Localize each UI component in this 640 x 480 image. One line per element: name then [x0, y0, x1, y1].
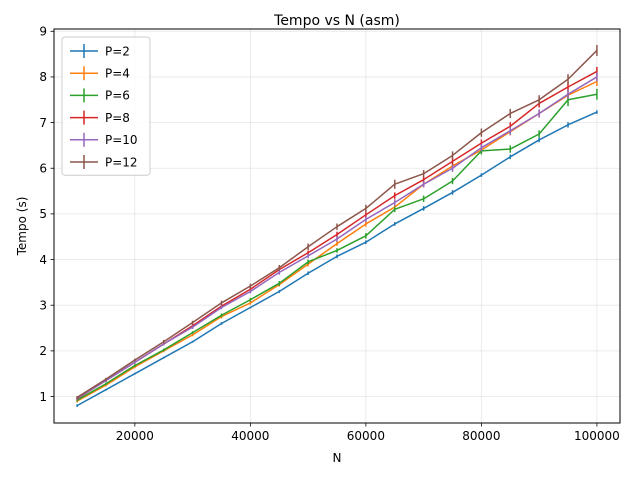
- legend-label-5: P=12: [105, 155, 138, 169]
- legend-label-2: P=6: [105, 89, 130, 103]
- x-tick-label-0: 20000: [116, 429, 154, 443]
- legend-label-1: P=4: [105, 67, 130, 81]
- legend: P=2 P=4 P=6 P=8 P=10 P=12: [61, 36, 151, 176]
- x-tick-label-4: 100000: [574, 429, 620, 443]
- series-5: [76, 44, 598, 399]
- series-4: [76, 72, 598, 400]
- x-tick-label-2: 60000: [347, 429, 385, 443]
- axis-ticks: 20000 40000 60000 80000 100000 1 2 3 4 5 6 7 8 9: [39, 25, 619, 443]
- x-tick-label-3: 80000: [462, 429, 500, 443]
- y-axis-label: Tempo (s): [15, 197, 29, 257]
- x-tick-label-1: 40000: [231, 429, 269, 443]
- y-tick-label-4: 5: [39, 207, 47, 221]
- legend-label-0: P=2: [105, 44, 130, 58]
- x-axis-label: N: [333, 451, 342, 465]
- legend-label-3: P=8: [105, 111, 130, 125]
- y-tick-label-7: 8: [39, 70, 47, 84]
- y-tick-label-1: 2: [39, 344, 47, 358]
- legend-label-4: P=10: [105, 133, 138, 147]
- series-layer: [76, 44, 598, 408]
- series-0: [76, 110, 598, 408]
- y-tick-label-3: 4: [39, 253, 47, 267]
- y-tick-label-8: 9: [39, 25, 47, 39]
- y-tick-label-6: 7: [39, 116, 47, 130]
- y-tick-label-2: 3: [39, 299, 47, 313]
- y-tick-label-5: 6: [39, 162, 47, 176]
- chart-title: Tempo vs N (asm): [273, 13, 400, 29]
- y-tick-label-0: 1: [39, 390, 47, 404]
- plot-area-frame: [53, 28, 621, 424]
